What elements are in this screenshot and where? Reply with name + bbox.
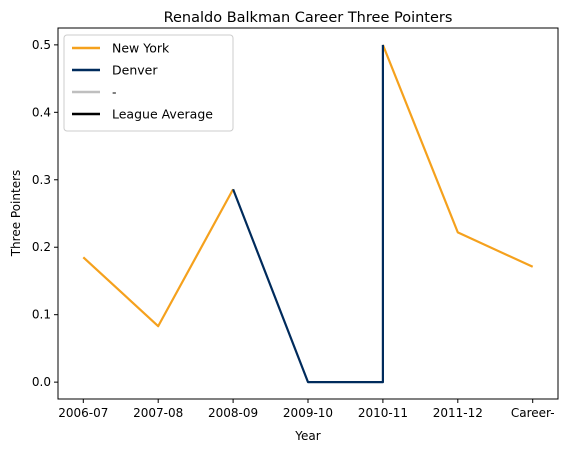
y-tick-label: 0.4: [32, 105, 51, 119]
y-tick-label: 0.2: [32, 240, 51, 254]
legend-box: [63, 34, 234, 132]
y-tick-label: 0.3: [32, 173, 51, 187]
series-line-0: [82, 188, 235, 328]
y-tick-label: 0.1: [32, 308, 51, 322]
legend-label: League Average: [112, 107, 213, 122]
y-axis-label: Three Pointers: [9, 170, 23, 258]
x-tick-label: 2009-10: [283, 406, 333, 420]
x-tick-label: 2006-07: [58, 406, 108, 420]
x-tick-label: 2010-11: [358, 406, 408, 420]
x-tick-label: 2008-09: [208, 406, 258, 420]
x-tick-label: 2007-08: [133, 406, 183, 420]
series-line-2: [232, 44, 384, 384]
series-layer: [82, 44, 534, 384]
y-axis: 0.0 0.1 0.2 0.3 0.4 0.5: [32, 38, 58, 389]
legend-label: -: [112, 85, 117, 100]
x-axis-label: Year: [294, 429, 320, 443]
legend: New York Denver - League Average: [63, 34, 234, 132]
legend-label: Denver: [112, 63, 158, 78]
x-tick-label: Career-: [511, 406, 555, 420]
y-tick-label: 0.5: [32, 38, 51, 52]
x-axis: 2006-07 2007-08 2008-09 2009-10 2010-11 2011-…: [58, 399, 555, 420]
y-tick-label: 0.0: [32, 375, 51, 389]
legend-label: New York: [112, 41, 170, 56]
series-line-1: [381, 44, 534, 268]
x-tick-label: 2011-12: [433, 406, 483, 420]
chart-title: Renaldo Balkman Career Three Pointers: [164, 10, 453, 26]
